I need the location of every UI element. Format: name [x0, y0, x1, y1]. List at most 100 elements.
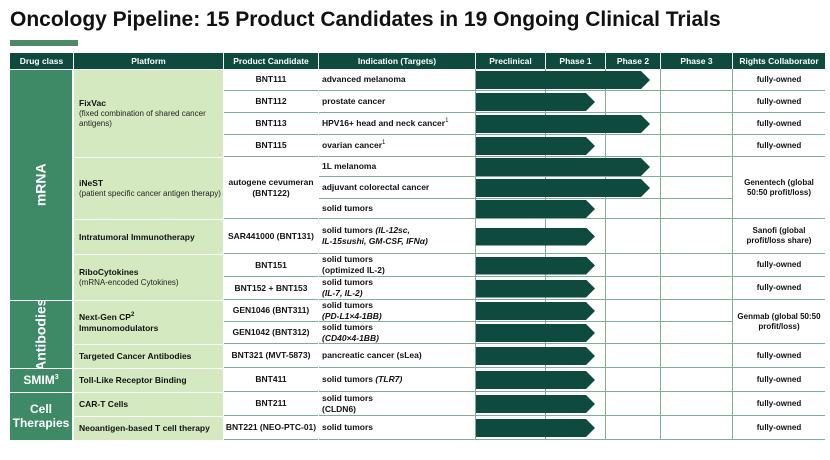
indication-main: solid tumors: [322, 300, 374, 310]
indication-text: ovarian cancer1: [322, 140, 385, 151]
platform-cell: iNeST (patient specific cancer antigen th…: [74, 158, 223, 219]
indication-main: ovarian cancer: [322, 140, 383, 151]
phase-progress-arrow: [476, 115, 650, 133]
phase-cell: [660, 135, 732, 157]
indication-line: HPV16+ head and neck cancer1: [322, 118, 448, 129]
platform-name-text: Intratumoral Immunotherapy: [79, 231, 195, 242]
indication: solid tumors (PD-L1×4-1BB): [319, 300, 475, 322]
platform-cell: Neoantigen-based T cell therapy: [74, 417, 223, 440]
product-candidate-name: BNT115: [255, 140, 287, 151]
product-candidate: GEN1046 (BNT311): [224, 300, 318, 322]
rights-collaborator: fully-owned: [732, 368, 825, 392]
phase-progress-arrow: [476, 419, 595, 437]
indication-main: solid tumors: [322, 422, 374, 433]
pipeline-table: Drug class Platform Product Candidate Indic…: [10, 53, 825, 459]
indication-footnote: 1: [445, 118, 449, 125]
drug-class-cell-therapies: Cell Therapies: [10, 393, 72, 440]
platform-subtitle-text: (patient specific cancer antigen therapy…: [79, 188, 221, 198]
platform-name: Neoantigen-based T cell therapy: [79, 423, 210, 434]
phase-cell: [660, 344, 732, 368]
product-candidate: BNT115: [224, 135, 318, 157]
product-candidate: BNT152 + BNT153: [224, 277, 318, 300]
product-candidate-name: BNT113: [255, 118, 287, 129]
indication: solid tumors: [319, 199, 475, 219]
phase-cell: [660, 177, 732, 199]
product-candidate: BNT211: [224, 392, 318, 416]
platform-name-text: Immunomodulators: [79, 322, 159, 333]
platform-name: RiboCytokines: [79, 267, 139, 278]
indication: pancreatic cancer (sLea): [319, 344, 475, 368]
platform-subtitle-text: (mRNA-encoded Cytokines): [79, 277, 179, 287]
indication-line: (CLDN6): [322, 404, 373, 415]
indication-text: adjuvant colorectal cancer: [322, 182, 429, 193]
column-header-label: Product Candidate: [233, 55, 309, 66]
indication-line: IL-15sushi, GM-CSF, IFNα): [322, 236, 428, 247]
phase-progress-arrow: [476, 347, 595, 365]
platform-name-text: Next-Gen CP: [79, 311, 131, 322]
page-title: Oncology Pipeline: 15 Product Candidates…: [10, 8, 721, 31]
platform-name-text: iNeST: [79, 178, 104, 189]
platform-name-text: FixVac: [79, 98, 106, 109]
indication-text: solid tumors: [322, 422, 373, 433]
indication-line: (IL-7, IL-2): [322, 288, 373, 299]
indication-targets: (IL-7, IL-2): [322, 288, 363, 298]
phase-progress-arrow: [476, 302, 595, 320]
platform-name: Toll-Like Receptor Binding: [79, 375, 187, 386]
phase-cell: [660, 277, 732, 300]
indication-text: solid tumors (CLDN6): [322, 393, 373, 414]
indication: solid tumors (CLDN6): [319, 392, 475, 416]
platform-name: FixVac: [79, 98, 106, 109]
drug-class-smim: SMIM3: [10, 369, 72, 392]
platform-subtitle: (mRNA-encoded Cytokines): [79, 278, 179, 288]
rights-collaborator: Genmab (global 50:50 profit/loss): [732, 300, 825, 344]
product-candidate: SAR441000 (BNT131): [224, 219, 318, 254]
phase-progress-arrow: [476, 280, 595, 298]
rights-collaborator: fully-owned: [732, 91, 825, 113]
indication-main: solid tumors: [322, 392, 374, 403]
platform-cell: CAR-T Cells: [74, 393, 223, 416]
phase-progress-arrow: [476, 371, 595, 389]
indication-text: pancreatic cancer (sLea): [322, 350, 422, 361]
indication-text: solid tumors: [322, 203, 373, 214]
phase-cell: [605, 199, 660, 219]
indication-main: solid tumors: [322, 322, 374, 332]
phase-progress-arrow: [476, 93, 595, 111]
platform-cell: FixVac (fixed combination of shared cance…: [74, 70, 223, 157]
rights-collaborator: fully-owned: [732, 416, 825, 440]
product-candidate: GEN1042 (BNT312): [224, 322, 318, 344]
phase-cell: [660, 416, 732, 440]
indication: HPV16+ head and neck cancer1: [319, 113, 475, 135]
product-candidate-name: BNT321 (MVT-5873): [231, 350, 311, 361]
indication-footnote: 1: [382, 140, 386, 147]
indication-targets: (PD-L1×4-1BB): [322, 310, 382, 321]
column-header: Rights Collaborator: [733, 53, 825, 69]
phase-cell: [605, 322, 660, 344]
phase-cell: [605, 416, 660, 440]
column-header: Drug class: [10, 53, 73, 69]
platform-cell: Toll-Like Receptor Binding: [74, 369, 223, 392]
rights-collaborator-text: fully-owned: [756, 74, 802, 84]
platform-name: Targeted Cancer Antibodies: [79, 351, 191, 362]
column-header: Phase 1: [546, 53, 605, 69]
platform-cell: RiboCytokines (mRNA-encoded Cytokines): [74, 255, 223, 300]
indication-line: solid tumors: [322, 393, 373, 404]
product-candidate-name: BNT211: [255, 398, 287, 409]
platform-cell: Next-Gen CP2 Immunomodulators: [74, 301, 223, 344]
indication-targets: (CD40×4-1BB): [322, 332, 379, 343]
platform-name: Intratumoral Immunotherapy: [79, 232, 195, 243]
indication-text: prostate cancer: [322, 96, 385, 107]
indication-detail: (optimized IL-2): [322, 265, 385, 275]
platform-name-line2: Immunomodulators: [79, 323, 158, 334]
rights-collaborator: Genentech (global 50:50 profit/loss): [732, 157, 825, 219]
drug-class-label-wrap: Cell Therapies: [10, 402, 72, 431]
indication-line: (CD40×4-1BB): [322, 333, 379, 344]
indication-text: solid tumors (PD-L1×4-1BB): [322, 300, 382, 321]
phase-progress-arrow: [476, 158, 650, 176]
indication-line: (optimized IL-2): [322, 265, 385, 276]
rights-collaborator: fully-owned: [732, 392, 825, 416]
rights-collaborator: fully-owned: [732, 277, 825, 300]
platform-superscript: 2: [130, 312, 135, 319]
indication: ovarian cancer1: [319, 135, 475, 157]
phase-cell: [605, 277, 660, 300]
platform-name-text: RiboCytokines: [79, 267, 139, 278]
